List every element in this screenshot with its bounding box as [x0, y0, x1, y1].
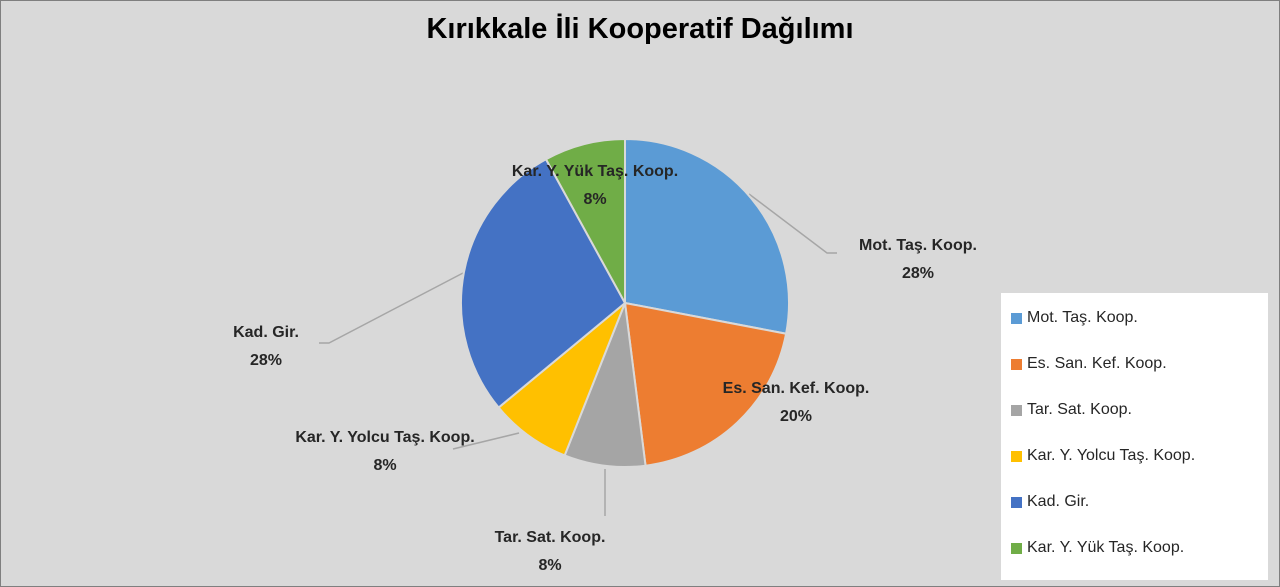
- legend-label: Kar. Y. Yük Taş. Koop.: [1027, 539, 1185, 556]
- legend-swatch: [1011, 542, 1022, 554]
- label-value: 20%: [779, 408, 813, 425]
- legend-label: Kar. Y. Yolcu Taş. Koop.: [1027, 447, 1196, 464]
- legend: Mot. Taş. Koop. Es. San. Kef. Koop. Tar. S…: [1001, 293, 1268, 580]
- data-label: Kad. Gir. 28%: [206, 319, 326, 375]
- legend-entry: Kar. Y. Yük Taş. Koop.: [1011, 539, 1184, 557]
- legend-swatch: [1011, 450, 1022, 462]
- legend-label: Es. San. Kef. Koop.: [1027, 355, 1167, 372]
- legend-swatch: [1011, 496, 1022, 508]
- chart-title: Kırıkkale İli Kooperatif Dağılımı: [426, 13, 854, 45]
- legend-swatch: [1011, 312, 1022, 324]
- label-value: 28%: [901, 265, 935, 282]
- label-category: Kar. Y. Yük Taş. Koop.: [511, 163, 679, 180]
- label-value: 8%: [373, 457, 397, 474]
- legend-label: Kad. Gir.: [1027, 493, 1090, 510]
- label-category: Kad. Gir.: [233, 324, 299, 341]
- label-category: Kar. Y. Yolcu Taş. Koop.: [295, 429, 475, 446]
- label-category: Tar. Sat. Koop.: [494, 529, 606, 546]
- pie-slice: [460, 157, 627, 409]
- data-label: Kar. Y. Yük Taş. Koop. 8%: [475, 158, 715, 214]
- data-label: Kar. Y. Yolcu Taş. Koop. 8%: [290, 424, 480, 480]
- data-label: Tar. Sat. Koop. 8%: [450, 524, 650, 580]
- pie-slice: [624, 137, 790, 335]
- legend-entry: Mot. Taş. Koop.: [1011, 309, 1138, 327]
- label-category: Mot. Taş. Koop.: [859, 237, 977, 254]
- legend-label: Mot. Taş. Koop.: [1027, 309, 1138, 326]
- label-value: 28%: [249, 352, 283, 369]
- leader-line: [319, 272, 464, 344]
- legend-entry: Kad. Gir.: [1011, 493, 1089, 511]
- leader-line: [748, 193, 837, 254]
- label-category: Es. San. Kef. Koop.: [722, 380, 870, 397]
- legend-entry: Es. San. Kef. Koop.: [1011, 355, 1167, 373]
- pie-slice: [623, 301, 788, 467]
- legend-swatch: [1011, 358, 1022, 370]
- legend-label: Tar. Sat. Koop.: [1027, 401, 1132, 418]
- legend-entry: Tar. Sat. Koop.: [1011, 401, 1132, 419]
- data-label: Es. San. Kef. Koop. 20%: [686, 375, 906, 431]
- pie-slice: [544, 137, 626, 304]
- label-value: 8%: [538, 557, 562, 574]
- leader-line: [452, 432, 520, 450]
- label-value: 8%: [583, 191, 607, 208]
- legend-swatch: [1011, 404, 1022, 416]
- legend-entry: Kar. Y. Yolcu Taş. Koop.: [1011, 447, 1195, 465]
- data-label: Mot. Taş. Koop. 28%: [818, 232, 1018, 288]
